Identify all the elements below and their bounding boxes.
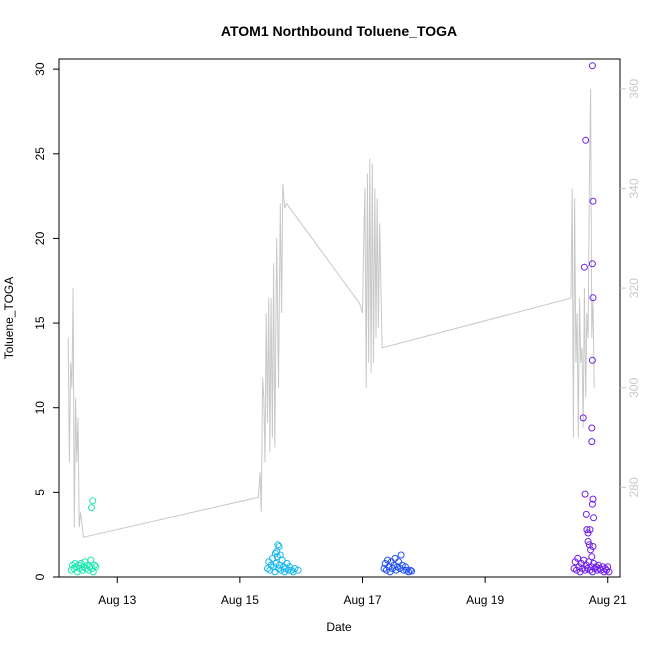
data-point [583,526,591,534]
data-points [67,62,613,576]
y-right-tick-label: 320 [627,278,641,298]
data-point [405,568,412,576]
data-point [588,553,596,561]
y-tick-label: 0 [33,573,47,580]
data-point [89,497,97,505]
data-point [584,538,592,545]
data-point [590,514,598,522]
data-point [582,510,590,518]
data-point [87,556,95,564]
x-axis-label: Date [326,620,352,634]
data-point [604,563,612,571]
data-point [84,566,92,574]
data-point [401,563,409,571]
y-tick-label: 15 [33,316,47,330]
data-point [581,490,589,498]
data-point [400,566,408,574]
data-point [579,414,587,422]
data-point [584,529,592,537]
data-point [294,566,302,574]
data-point [588,500,596,508]
plot-frame [58,58,621,578]
data-point [585,541,593,549]
data-point [276,551,284,559]
y-right-axis: 280 300 320 340 360 [620,79,641,497]
data-point [588,424,596,432]
data-point [408,567,415,575]
data-point [281,568,289,576]
data-point [589,495,597,503]
data-point [406,566,414,574]
data-point [287,566,295,574]
y-right-tick-label: 360 [627,79,641,99]
y-right-tick-label: 300 [627,377,641,397]
data-point [589,197,597,205]
data-point [91,561,99,569]
data-point [274,541,282,549]
x-tick-label: Aug 15 [221,593,259,607]
data-point [580,263,588,271]
data-point [588,62,596,70]
y-tick-label: 20 [33,231,47,245]
data-point [88,504,95,512]
concentration-line [67,88,595,538]
y-tick-label: 5 [33,489,47,496]
x-tick-label: Aug 13 [98,593,136,607]
y-right-tick-label: 280 [627,477,641,497]
data-point [384,556,392,564]
chart-title: ATOM1 Northbound Toluene_TOGA [221,23,457,39]
data-point [582,136,590,144]
data-point [588,438,596,446]
y-tick-label: 25 [33,147,47,161]
data-point [589,294,597,302]
data-point [275,543,283,550]
data-point [403,566,411,574]
x-tick-label: Aug 21 [589,593,627,607]
series-line [67,88,595,538]
data-point [268,554,276,562]
data-point [289,568,297,576]
x-tick-label: Aug 17 [343,593,381,607]
data-point [397,551,405,559]
data-point [271,549,279,557]
data-point [589,543,597,550]
y-axis-label: Toluene_TOGA [2,277,16,360]
data-point [92,563,100,571]
y-axis: 0 5 10 15 20 25 30 [33,62,59,580]
data-point [586,526,594,534]
data-point [389,565,396,572]
data-point [574,554,582,562]
y-right-tick-label: 340 [627,178,641,198]
data-point [392,566,400,574]
x-axis: Aug 13 Aug 15 Aug 17 Aug 19 Aug 21 [98,577,627,607]
x-tick-label: Aug 19 [466,593,504,607]
data-point [588,260,596,268]
data-point [284,566,292,574]
y-tick-label: 10 [33,401,47,415]
data-point [588,356,596,364]
data-point [605,568,613,576]
y-tick-label: 30 [33,62,47,76]
